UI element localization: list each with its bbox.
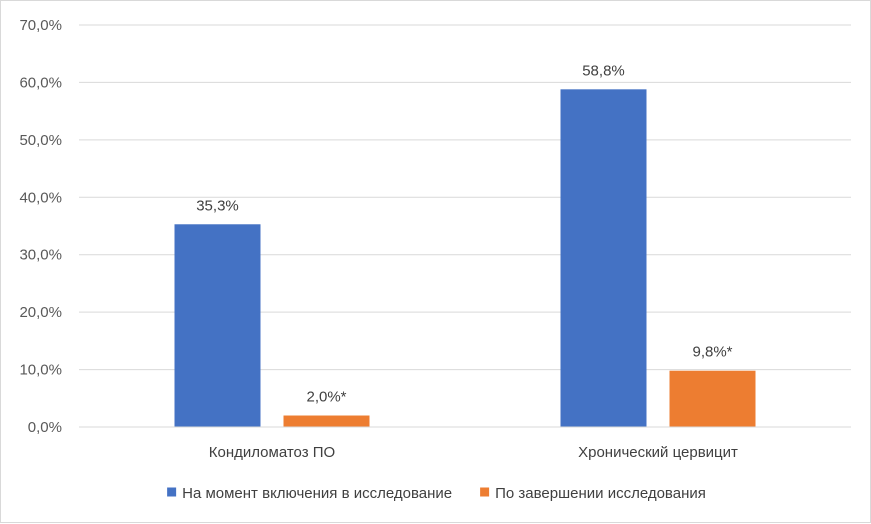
x-category-label: Кондиломатоз ПО — [209, 444, 335, 461]
y-tick-label: 30,0% — [19, 247, 62, 264]
y-axis-ticks: 0,0% 10,0% 20,0% 30,0% 40,0% 50,0% 60,0% 70,0% — [19, 17, 62, 436]
bars — [174, 89, 756, 427]
y-tick-label: 0,0% — [28, 419, 62, 436]
bar — [283, 415, 370, 427]
y-tick-label: 60,0% — [19, 74, 62, 91]
legend-swatch — [480, 487, 490, 497]
bar — [174, 224, 261, 427]
data-label: 58,8% — [582, 62, 625, 79]
y-tick-label: 70,0% — [19, 17, 62, 34]
bar — [560, 89, 647, 427]
legend-swatch — [167, 487, 177, 497]
legend-item: На момент включения в исследование — [167, 485, 452, 502]
legend-label: На момент включения в исследование — [182, 485, 452, 502]
bar — [669, 370, 756, 427]
x-axis-categories: Кондиломатоз ПО Хронический цервицит — [209, 444, 738, 461]
data-label: 2,0%* — [306, 389, 346, 406]
y-tick-label: 50,0% — [19, 132, 62, 149]
y-tick-label: 20,0% — [19, 304, 62, 321]
x-category-label: Хронический цервицит — [578, 444, 738, 461]
data-label: 35,3% — [196, 197, 239, 214]
legend-label: По завершении исследования — [495, 485, 706, 502]
legend-item: По завершении исследования — [480, 485, 706, 502]
data-labels: 35,3% 2,0%* 58,8% 9,8%* — [196, 62, 732, 405]
y-tick-label: 40,0% — [19, 189, 62, 206]
legend: На момент включения в исследование По зав… — [167, 485, 706, 502]
data-label: 9,8%* — [692, 344, 732, 361]
y-tick-label: 10,0% — [19, 362, 62, 379]
